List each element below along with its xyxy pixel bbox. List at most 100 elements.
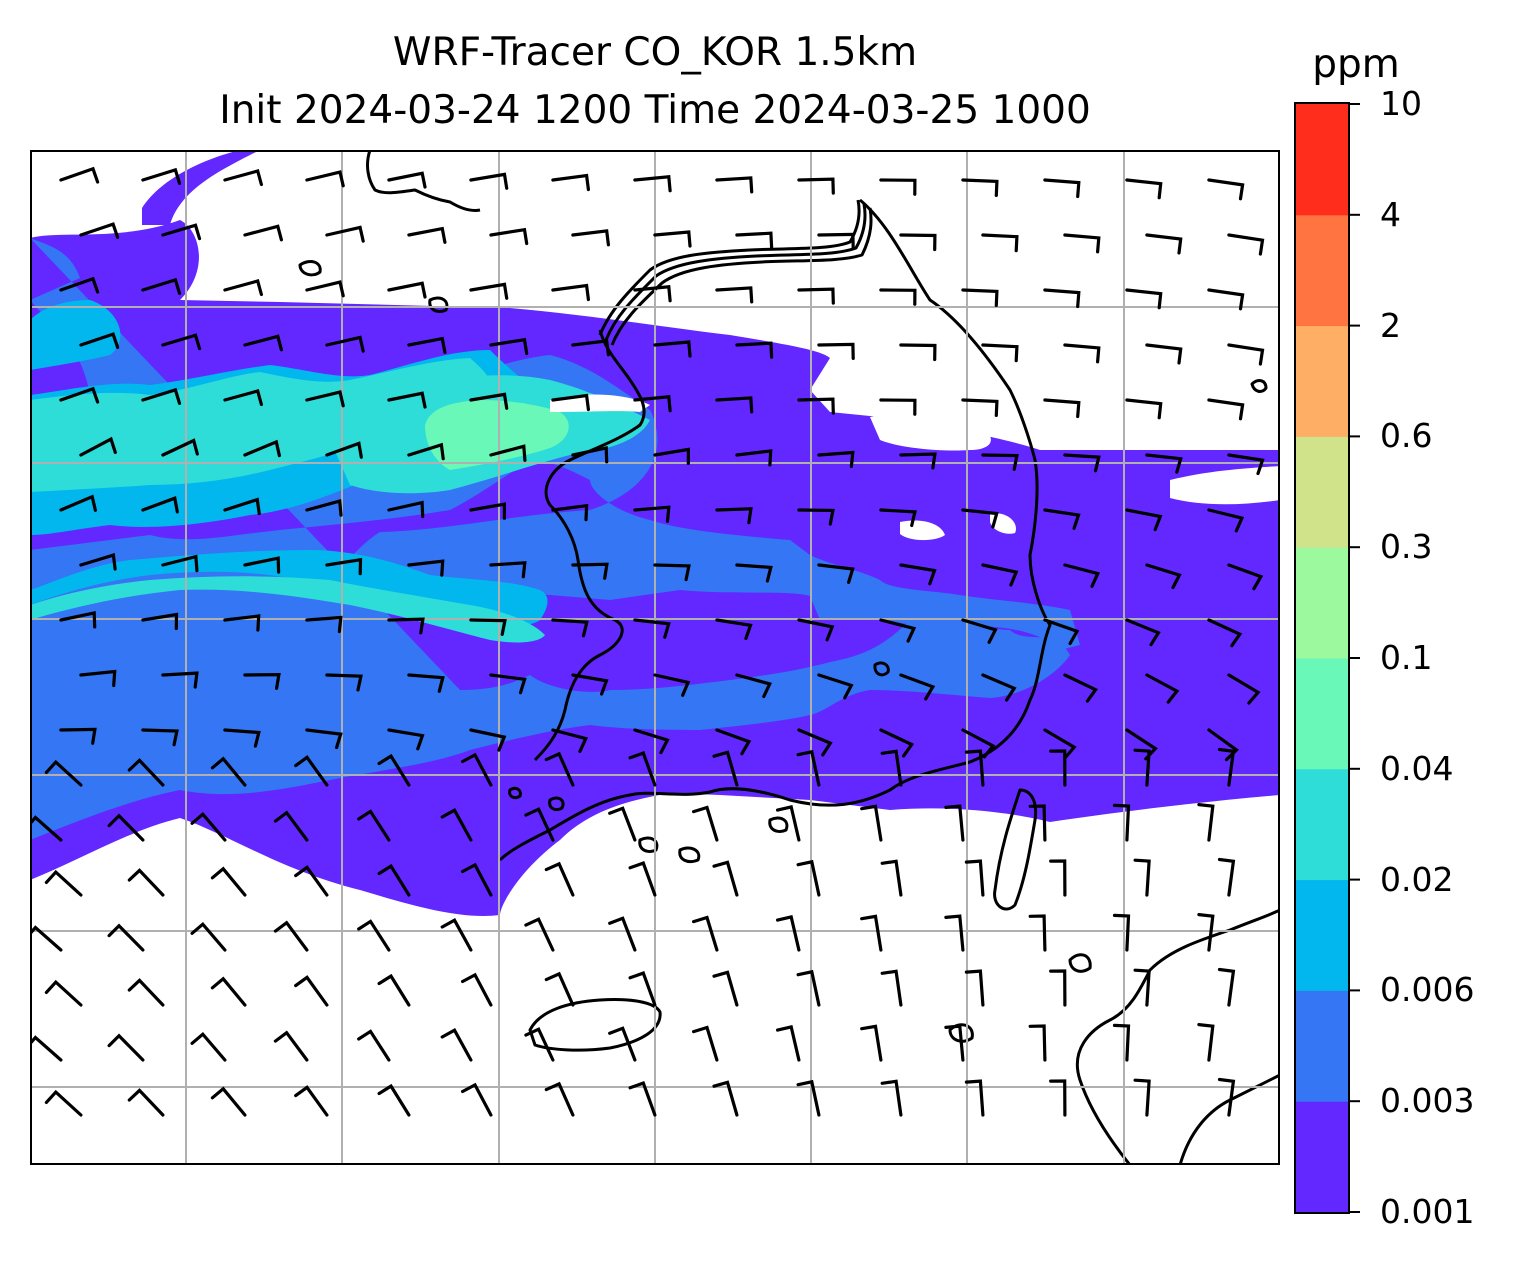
wind-barb (294, 975, 329, 1007)
wind-barb (223, 169, 263, 187)
wind-barb (628, 1081, 657, 1117)
wind-barb (59, 166, 100, 184)
wind-barb (1043, 728, 1077, 760)
concentration-map (30, 150, 1280, 1165)
wind-barb (544, 861, 575, 897)
wind-barb (1145, 343, 1183, 365)
wind-barb (735, 231, 774, 249)
colorbar-block (1295, 879, 1349, 991)
wind-barb (325, 335, 365, 353)
wind-barb (712, 750, 739, 787)
wind-barb (571, 229, 610, 247)
wind-barb (735, 341, 774, 359)
wind-barb (544, 971, 575, 1007)
wind-barb (797, 287, 835, 305)
wind-barb (524, 917, 555, 952)
colorbar-tick-label: 4 (1380, 194, 1401, 234)
wind-barb (879, 728, 915, 758)
wind-barb (377, 863, 411, 897)
wind-barb (325, 441, 363, 459)
wind-barb (633, 505, 671, 523)
wind-barb (653, 447, 691, 465)
wind-barb (796, 749, 821, 787)
wind-barb (628, 861, 657, 897)
wind-barb (633, 728, 670, 755)
wind-barb (817, 673, 854, 700)
colorbar-tick-label: 0.006 (1380, 970, 1475, 1010)
wind-barb (1217, 857, 1236, 897)
wind-barb (1145, 453, 1183, 474)
wind-barb (469, 172, 509, 190)
wind-barb (377, 973, 411, 1007)
colorbar-tick-label: 0.1 (1380, 638, 1433, 677)
wind-barb (735, 563, 773, 583)
wind-barb (407, 442, 445, 461)
wind-barb (817, 232, 855, 250)
wind-barb (899, 673, 936, 701)
wind-barb (944, 804, 965, 842)
map-title-line1: WRF-Tracer CO_KOR 1.5km (392, 30, 918, 75)
wind-barb (1063, 453, 1101, 473)
wind-barb (305, 170, 345, 188)
wind-barb (1043, 288, 1081, 309)
wind-barb (127, 758, 165, 787)
wind-barb (944, 1024, 965, 1062)
wind-barb (544, 751, 575, 787)
wind-barb (1207, 178, 1245, 201)
colorbar-unit: ppm (1312, 42, 1400, 87)
wind-barb (243, 672, 281, 690)
wind-barb (961, 728, 996, 759)
wind-barb (161, 671, 199, 689)
wind-barb (608, 1026, 637, 1062)
east-sea-loop (1250, 379, 1268, 393)
wind-barb (879, 618, 917, 643)
wind-barb (141, 387, 182, 405)
wind-barb (377, 1083, 411, 1117)
wind-barb (1028, 804, 1047, 842)
colorbar-blocks (1295, 104, 1349, 1213)
wind-barb (59, 727, 97, 745)
wind-barb (608, 916, 637, 952)
wind-barb (1227, 233, 1265, 256)
wind-barb (1049, 749, 1067, 787)
wind-barb (1125, 508, 1163, 532)
wind-barb (305, 615, 343, 634)
wind-barb (817, 450, 855, 468)
wind-barb (273, 1030, 309, 1062)
wind-barb (633, 618, 671, 639)
wind-barb (273, 920, 309, 952)
wind-barb (1227, 673, 1261, 705)
wind-barb (1112, 913, 1131, 952)
wind-barb (294, 1085, 329, 1117)
wind-barb (880, 859, 903, 897)
wind-barb (981, 343, 1019, 363)
wind-barb (633, 175, 672, 193)
wind-barb (30, 925, 63, 952)
wind-barb (961, 178, 999, 197)
wind-barb (59, 276, 100, 294)
colorbar-tick-label: 2 (1380, 305, 1401, 345)
wind-barb (712, 970, 739, 1007)
wind-barb (190, 921, 227, 952)
wind-barb (461, 862, 493, 897)
wind-barb (243, 224, 283, 242)
wind-barb (1217, 747, 1236, 787)
wind-barbs (30, 166, 1265, 1117)
wind-barb (551, 173, 590, 192)
wind-barb (551, 393, 590, 412)
wind-barb (127, 868, 165, 897)
islands-south-3 (768, 816, 789, 834)
wind-barb (1227, 453, 1265, 476)
wind-barb (469, 502, 506, 520)
wind-barb (1197, 1022, 1215, 1062)
wind-barb (1125, 618, 1161, 647)
wind-barb (461, 1082, 493, 1117)
wind-barb (879, 508, 917, 528)
colorbar-block (1295, 1101, 1349, 1213)
wind-barb (325, 557, 363, 576)
wind-barb (796, 969, 821, 1007)
wind-barb (653, 563, 691, 582)
wind-barb (1133, 968, 1151, 1007)
wind-barb (1133, 858, 1151, 897)
